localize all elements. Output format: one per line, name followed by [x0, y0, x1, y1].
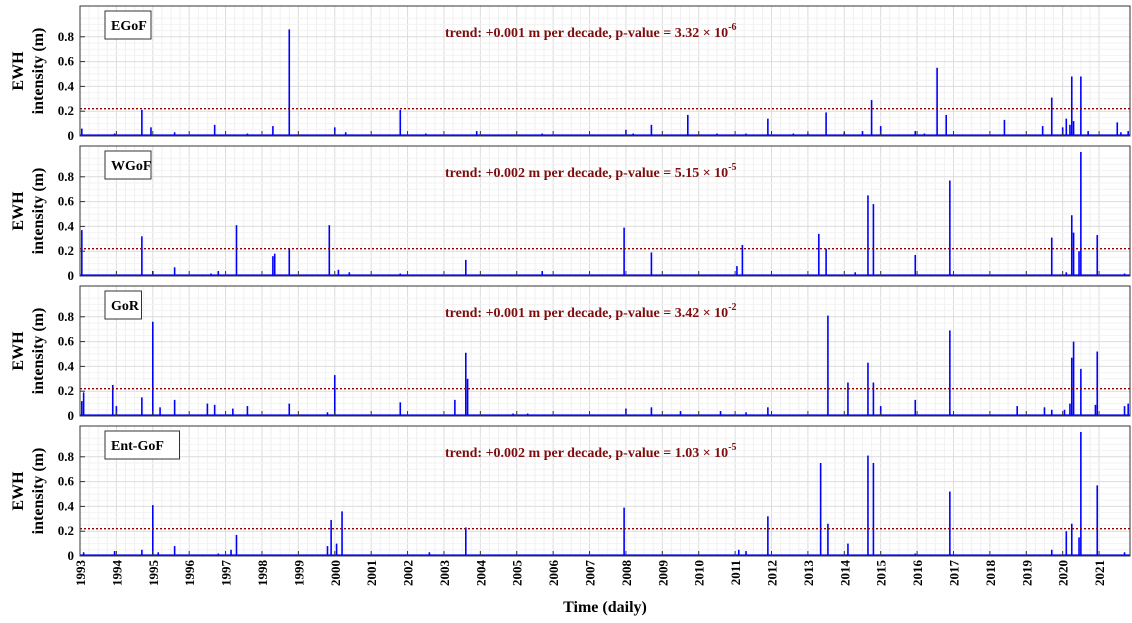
y-tick-label: 0.8 — [58, 449, 75, 464]
x-tick-label: 2011 — [728, 560, 743, 585]
x-tick-label: 1997 — [219, 560, 234, 587]
y-tick-label: 0 — [68, 128, 75, 143]
y-axis-label-line1: EWH — [10, 191, 27, 231]
y-tick-label: 0.4 — [58, 358, 75, 373]
y-tick-label: 0.8 — [58, 169, 75, 184]
y-tick-label: 0.4 — [58, 498, 75, 513]
trend-exponent: -5 — [728, 162, 736, 173]
region-tag-label: Ent-GoF — [111, 439, 164, 454]
y-axis-label-line2: intensity (m) — [30, 168, 47, 255]
x-tick-label: 2005 — [510, 560, 525, 587]
y-tick-label: 0.2 — [58, 523, 74, 538]
y-axis-label-line2: intensity (m) — [30, 28, 47, 115]
y-tick-label: 0.4 — [58, 218, 75, 233]
y-axis-label-line2: intensity (m) — [30, 308, 47, 395]
plot-area — [80, 426, 1130, 556]
x-tick-label: 2008 — [619, 560, 634, 587]
x-tick-label: 1996 — [182, 560, 197, 587]
x-tick-label: 2010 — [692, 560, 707, 586]
plot-area — [80, 146, 1130, 276]
series-spikes — [80, 315, 1130, 416]
x-axis-label: Time (daily) — [563, 599, 647, 616]
y-tick-label: 0 — [68, 268, 75, 283]
x-tick-label: 2017 — [946, 560, 961, 587]
x-tick-label: 2020 — [1056, 560, 1071, 586]
x-tick-label: 1999 — [291, 560, 306, 587]
y-tick-label: 0.6 — [58, 474, 75, 489]
x-tick-label: 2002 — [401, 560, 416, 586]
region-tag-box — [104, 150, 152, 180]
panel-wgof: 0 0.2 0.4 0.6 0.8 WGoF trend: +0.002 m per dec… — [10, 145, 1131, 283]
y-tick-label: 0.2 — [58, 243, 74, 258]
panel-gor: 0 0.2 0.4 0.6 0.8 GoR trend: +0.001 m per deca… — [10, 285, 1131, 423]
axes-box — [79, 425, 1131, 557]
y-tick-label: 0.2 — [58, 103, 74, 118]
x-tick-label: 2007 — [583, 560, 598, 587]
series-spikes — [80, 29, 1130, 136]
region-tag: Ent-GoF — [104, 430, 180, 460]
trend-annotation: trend: +0.001 m per decade, p-value = 3.… — [445, 302, 737, 321]
x-tick-label: 1994 — [109, 560, 124, 587]
y-tick-label: 0 — [68, 408, 75, 423]
y-tick-label: 0.2 — [58, 383, 74, 398]
y-tick-label: 0 — [68, 548, 75, 563]
region-tag: WGoF — [104, 150, 152, 180]
x-tick-label: 2009 — [655, 560, 670, 587]
panel-egof: 0 0.2 0.4 0.6 0.8 EGoF trend: +0.001 m per dec… — [10, 5, 1131, 143]
region-tag: GoR — [104, 290, 142, 320]
y-tick-label: 0.8 — [58, 309, 75, 324]
x-tick-label: 2018 — [983, 560, 998, 587]
axes-box — [79, 5, 1131, 137]
x-tick-label: 2015 — [874, 560, 889, 587]
y-axis-label-line1: EWH — [10, 331, 27, 371]
x-tick-label: 2021 — [1092, 560, 1107, 586]
trend-annotation: trend: +0.002 m per decade, p-value = 5.… — [445, 162, 737, 181]
y-tick-label: 0.8 — [58, 29, 75, 44]
x-tick-label: 2016 — [910, 560, 925, 587]
series-spikes — [80, 152, 1130, 276]
region-tag-box — [104, 430, 180, 460]
axes-box — [79, 285, 1131, 417]
region-tag-label: WGoF — [111, 159, 151, 174]
region-tag-box — [104, 290, 142, 320]
y-axis-label-line1: EWH — [10, 51, 27, 91]
trend-exponent: -5 — [728, 442, 736, 453]
y-axis-label-line1: EWH — [10, 471, 27, 511]
x-tick-label: 2013 — [801, 560, 816, 587]
region-tag-label: GoR — [111, 299, 140, 314]
trend-exponent: -6 — [728, 22, 736, 33]
region-tag: EGoF — [104, 10, 152, 40]
region-tag-label: EGoF — [111, 19, 147, 34]
x-tick-label: 1993 — [73, 560, 88, 587]
y-tick-label: 0.6 — [58, 334, 75, 349]
x-tick-label: 2004 — [473, 560, 488, 587]
series-spikes — [80, 432, 1130, 556]
axes-box — [79, 145, 1131, 277]
x-tick-label: 2012 — [765, 560, 780, 586]
panel-ent-gof: 0 0.2 0.4 0.6 0.8 Ent-GoF trend: +0.002 m per … — [10, 425, 1131, 563]
y-tick-label: 0.4 — [58, 78, 75, 93]
x-tick-labels: 1993 1994 1995 1996 1997 1998 1999 2000 2001 2002… — [73, 560, 1107, 587]
plot-area — [80, 286, 1130, 416]
x-tick-label: 2001 — [364, 560, 379, 586]
x-tick-label: 2006 — [546, 560, 561, 587]
trend-exponent: -2 — [728, 302, 736, 313]
y-tick-label: 0.6 — [58, 54, 75, 69]
x-tick-label: 2000 — [328, 560, 343, 586]
trend-annotation: trend: +0.001 m per decade, p-value = 3.… — [445, 22, 737, 41]
plot-area — [80, 6, 1130, 136]
x-tick-label: 1998 — [255, 560, 270, 587]
y-axis-label-line2: intensity (m) — [30, 448, 47, 535]
y-tick-label: 0.6 — [58, 194, 75, 209]
x-tick-label: 2014 — [837, 560, 852, 587]
panels: 0 0.2 0.4 0.6 0.8 EGoF trend: +0.001 m per dec… — [10, 5, 1131, 563]
trend-annotation: trend: +0.002 m per decade, p-value = 1.… — [445, 442, 737, 461]
region-tag-box — [104, 10, 152, 40]
x-tick-label: 1995 — [146, 560, 161, 587]
x-tick-label: 2019 — [1019, 560, 1034, 587]
x-tick-label: 2003 — [437, 560, 452, 587]
